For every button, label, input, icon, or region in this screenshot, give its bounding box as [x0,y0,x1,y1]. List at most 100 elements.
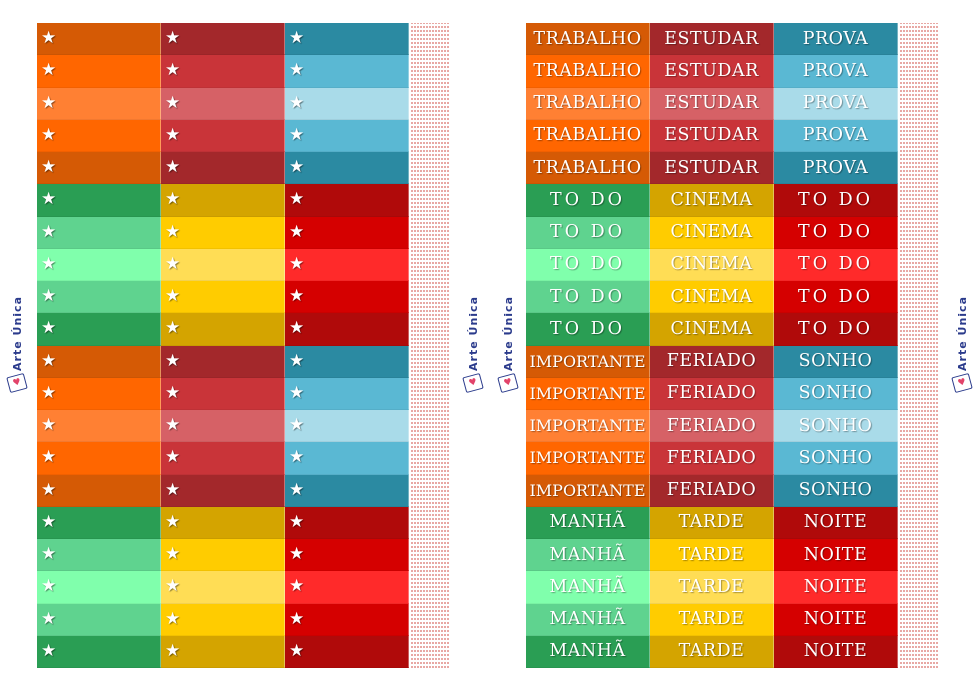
left-sticker-grid: ★ ★ ★ ★ ★ ★ ★ ★ ★ ★ ★ ★ ★ ★ ★ ★ ★ ★ ★ ★ ★ ★ ★ ★ ★ ★ ★ ★ ★ ★ ★ ★ ★ ★ ★ ★ ★ ★ ★ ★… [37,23,409,668]
sticker-label: SONHO [798,447,873,468]
sticker-cell: ★ [285,55,409,88]
sticker-cell: ★ [37,603,161,636]
sticker-cell: TO DO [526,184,650,217]
star-icon: ★ [41,28,57,49]
sticker-row: ★ ★ ★ [37,442,409,475]
star-icon: ★ [289,479,305,500]
sticker-cell: ★ [161,23,285,56]
sticker-cell: ★ [37,539,161,572]
sticker-row: TRABALHO ESTUDAR PROVA [526,119,898,152]
sticker-label: TRABALHO [533,125,642,146]
sticker-label: PROVA [802,125,869,146]
sticker-cell: ESTUDAR [650,87,774,120]
sticker-cell: IMPORTANTE [526,442,650,475]
sticker-cell: ★ [285,345,409,378]
sticker-cell: TARDE [650,506,774,539]
envelope-heart-icon: ♥ [951,372,973,394]
star-icon: ★ [165,382,181,403]
sticker-cell: ★ [285,152,409,185]
sticker-cell: FERIADO [650,345,774,378]
sticker-row: TRABALHO ESTUDAR PROVA [526,87,898,120]
sticker-cell: ★ [285,23,409,56]
star-icon: ★ [289,221,305,242]
sticker-label: FERIADO [666,415,757,436]
sticker-cell: TO DO [774,248,898,281]
sticker-cell: ★ [285,248,409,281]
sticker-row: ★ ★ ★ [37,571,409,604]
sticker-cell: ★ [285,571,409,604]
star-icon: ★ [289,28,305,49]
sticker-label: ESTUDAR [664,157,759,178]
sticker-cell: PROVA [774,23,898,56]
sticker-cell: ★ [37,119,161,152]
sticker-cell: CINEMA [650,216,774,249]
sticker-label: TO DO [798,222,873,243]
sticker-label: TO DO [798,254,873,275]
sticker-label: ESTUDAR [664,60,759,81]
envelope-heart-icon: ♥ [497,372,519,394]
sticker-label: MANHÃ [549,609,626,630]
sticker-label: FERIADO [666,447,757,468]
sticker-cell: MANHÃ [526,539,650,572]
star-icon: ★ [289,253,305,274]
star-icon: ★ [41,640,57,661]
sticker-cell: TARDE [650,635,774,668]
star-icon: ★ [165,189,181,210]
sticker-row: IMPORTANTE FERIADO SONHO [526,410,898,443]
star-icon: ★ [41,157,57,178]
sticker-label: TO DO [550,318,625,339]
sticker-cell: PROVA [774,119,898,152]
star-icon: ★ [165,447,181,468]
star-icon: ★ [289,157,305,178]
sticker-cell: ★ [37,152,161,185]
sticker-row: TO DO CINEMA TO DO [526,313,898,346]
sticker-cell: ★ [161,184,285,217]
sticker-cell: ★ [37,506,161,539]
sticker-label: IMPORTANTE [529,351,646,371]
sticker-cell: ★ [37,313,161,346]
sticker-label: TARDE [678,512,745,533]
sticker-label: MANHÃ [549,544,626,565]
sticker-label: CINEMA [670,222,753,243]
sticker-cell: ★ [161,119,285,152]
sticker-cell: IMPORTANTE [526,474,650,507]
sticker-label: NOITE [803,512,868,533]
sticker-row: IMPORTANTE FERIADO SONHO [526,442,898,475]
sticker-cell: ★ [285,377,409,410]
sticker-row: ★ ★ ★ [37,55,409,88]
sticker-cell: ★ [37,345,161,378]
sticker-row: TO DO CINEMA TO DO [526,248,898,281]
right-sticker-grid: TRABALHO ESTUDAR PROVA TRABALHO ESTUDAR PROVA… [526,23,898,668]
sticker-label: CINEMA [670,189,753,210]
sticker-cell: ★ [37,474,161,507]
sticker-cell: ★ [37,442,161,475]
sticker-label: NOITE [803,544,868,565]
sticker-label: FERIADO [666,351,757,372]
sticker-cell: ESTUDAR [650,23,774,56]
brand-text: Arte Única [501,296,515,371]
sticker-cell: ★ [161,152,285,185]
sticker-cell: ★ [161,539,285,572]
star-icon: ★ [165,640,181,661]
sticker-cell: TRABALHO [526,87,650,120]
sticker-cell: ★ [285,281,409,314]
sticker-cell: ★ [161,635,285,668]
star-icon: ★ [165,318,181,339]
envelope-heart-icon: ♥ [462,372,484,394]
sticker-cell: CINEMA [650,313,774,346]
star-icon: ★ [289,544,305,565]
sticker-label: FERIADO [666,383,757,404]
star-icon: ★ [41,350,57,371]
star-icon: ★ [41,189,57,210]
sticker-cell: MANHÃ [526,506,650,539]
star-icon: ★ [41,253,57,274]
sticker-row: ★ ★ ★ [37,377,409,410]
sticker-cell: TRABALHO [526,119,650,152]
sticker-cell: ★ [161,248,285,281]
sticker-cell: ★ [161,313,285,346]
sticker-cell: PROVA [774,152,898,185]
sticker-cell: ESTUDAR [650,152,774,185]
sticker-cell: NOITE [774,506,898,539]
sticker-row: ★ ★ ★ [37,152,409,185]
sticker-label: TRABALHO [533,60,642,81]
